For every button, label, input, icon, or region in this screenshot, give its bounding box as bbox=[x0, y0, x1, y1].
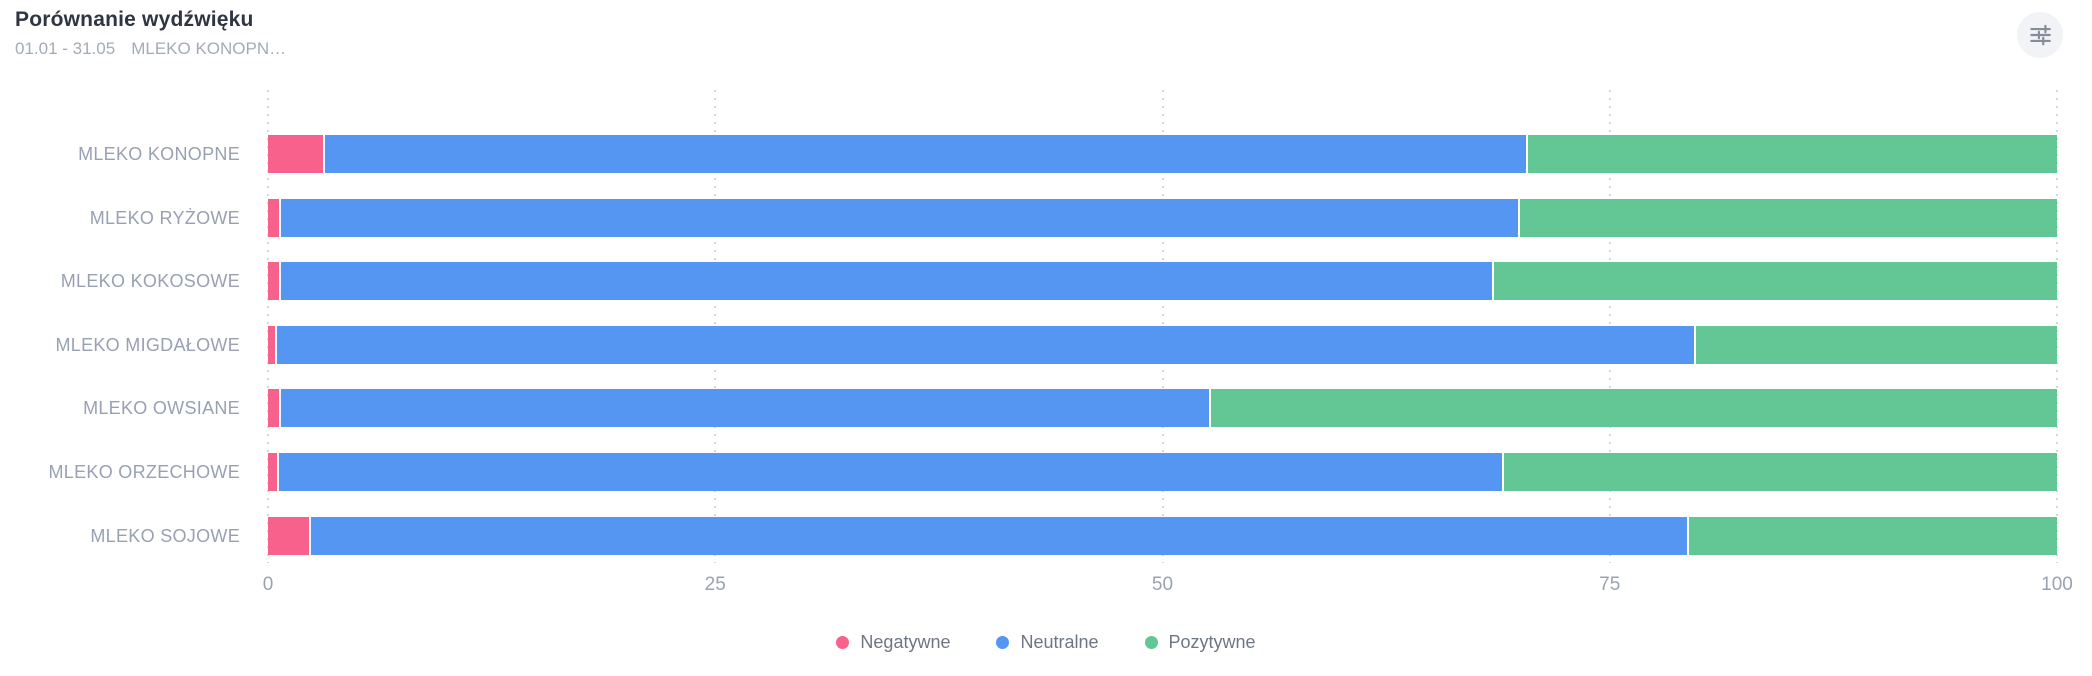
category-label: MLEKO RYŻOWE bbox=[89, 207, 240, 228]
legend-dot-icon bbox=[1144, 636, 1158, 649]
x-axis-tick-label: 100 bbox=[2041, 574, 2073, 595]
bar-segment-negative[interactable] bbox=[268, 262, 279, 301]
legend-item-label: Pozytywne bbox=[1168, 632, 1256, 652]
category-label: MLEKO ORZECHOWE bbox=[48, 462, 240, 482]
widget-title: Porównanie wydźwięku bbox=[15, 8, 254, 31]
bar-segment-neutral[interactable] bbox=[323, 135, 1526, 173]
plot-area: 0 25 50 75 100 bbox=[263, 90, 2073, 595]
stacked-bar[interactable] bbox=[268, 453, 2057, 491]
x-axis-tick-label: 25 bbox=[704, 574, 726, 595]
chart-settings-button[interactable] bbox=[2017, 12, 2063, 58]
bar-segment-positive[interactable] bbox=[1502, 453, 2057, 491]
x-axis-tick-label: 75 bbox=[1599, 574, 1621, 595]
filter-keyword-label: MLEKO KONOPN… bbox=[131, 39, 287, 58]
x-axis-tick-label: 50 bbox=[1151, 574, 1174, 595]
legend-item-neutralne[interactable]: Neutralne bbox=[996, 632, 1099, 653]
category-label: MLEKO OWSIANE bbox=[83, 398, 240, 419]
legend-dot-icon bbox=[996, 636, 1010, 649]
bar-segment-negative[interactable] bbox=[268, 135, 324, 173]
bar-segment-neutral[interactable] bbox=[278, 262, 1492, 301]
bar-segment-neutral[interactable] bbox=[275, 325, 1694, 364]
widget-subtitle: 01.01 - 31.05 MLEKO KONOPN… bbox=[15, 39, 286, 59]
stacked-bar[interactable] bbox=[268, 389, 2057, 428]
legend-item-negatywne[interactable]: Negatywne bbox=[836, 632, 950, 653]
category-label: MLEKO KOKOSOWE bbox=[60, 271, 240, 292]
x-axis-tick-label: 0 bbox=[262, 574, 274, 595]
bar-segment-positive[interactable] bbox=[1491, 262, 2057, 301]
legend-item-label: Neutralne bbox=[1020, 632, 1099, 652]
bar-segment-negative[interactable] bbox=[268, 453, 277, 491]
stacked-bar[interactable] bbox=[268, 135, 2057, 173]
bar-segment-negative[interactable] bbox=[268, 389, 279, 428]
date-range-label: 01.01 - 31.05 bbox=[15, 39, 116, 58]
bar-segment-positive[interactable] bbox=[1208, 389, 2057, 428]
stacked-bar[interactable] bbox=[268, 325, 2057, 364]
legend-item-pozytywne[interactable]: Pozytywne bbox=[1144, 632, 1256, 653]
category-label: MLEKO SOJOWE bbox=[90, 525, 240, 546]
category-label: MLEKO MIGDAŁOWE bbox=[55, 334, 240, 355]
bar-segment-negative[interactable] bbox=[268, 516, 310, 555]
stacked-bar[interactable] bbox=[268, 262, 2057, 301]
category-label: MLEKO KONOPNE bbox=[78, 144, 240, 164]
bar-segment-positive[interactable] bbox=[1525, 135, 2057, 173]
bar-segment-negative[interactable] bbox=[268, 198, 279, 237]
stacked-bar[interactable] bbox=[268, 516, 2057, 555]
legend-item-label: Negatywne bbox=[860, 632, 951, 652]
bar-segment-negative[interactable] bbox=[268, 325, 276, 364]
bar-segment-neutral[interactable] bbox=[278, 198, 1519, 237]
gridline bbox=[2056, 90, 2058, 563]
stacked-bar[interactable] bbox=[268, 198, 2057, 237]
bar-segment-neutral[interactable] bbox=[309, 516, 1687, 555]
legend-dot-icon bbox=[836, 636, 850, 649]
category-labels: MLEKO KONOPNE MLEKO RYŻOWE MLEKO KOKOSOWE M… bbox=[0, 90, 240, 563]
bar-segment-positive[interactable] bbox=[1518, 198, 2057, 237]
bar-segment-neutral[interactable] bbox=[278, 389, 1209, 428]
chart-legend: Negatywne Neutralne Pozytywne bbox=[0, 632, 2092, 653]
sliders-icon bbox=[2030, 24, 2051, 46]
bar-segment-positive[interactable] bbox=[1693, 325, 2057, 364]
bar-segment-neutral[interactable] bbox=[276, 453, 1503, 491]
bar-segment-positive[interactable] bbox=[1686, 516, 2057, 555]
